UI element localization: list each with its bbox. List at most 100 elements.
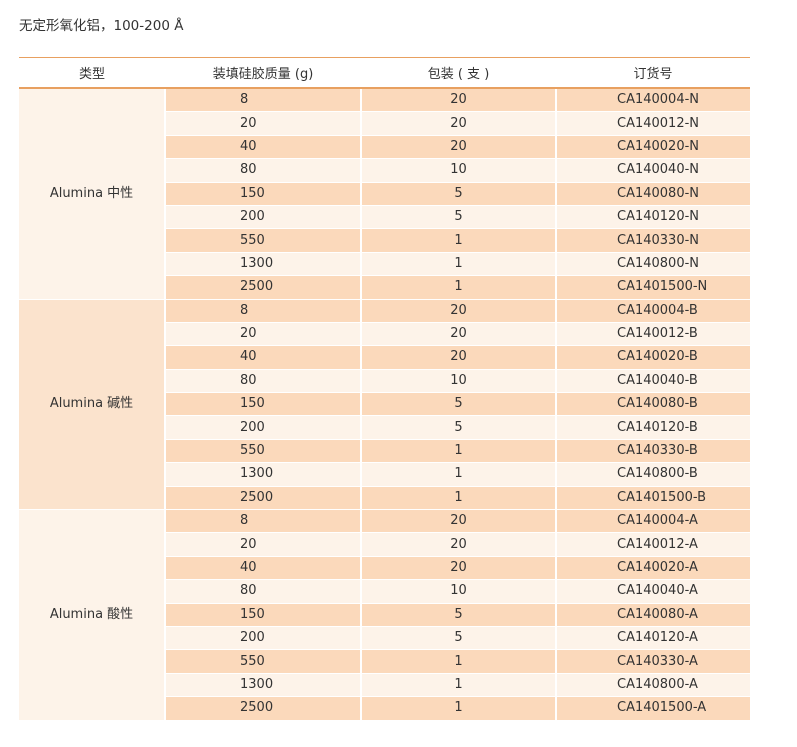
quantity-cell: 150: [164, 392, 361, 417]
pack-cell: 5: [360, 415, 556, 440]
header-quantity: 装填硅胶质量 (g): [165, 57, 361, 89]
pack-cell: 10: [360, 158, 556, 183]
order-number-cell: CA140330-N: [555, 228, 750, 253]
order-number-cell: CA140080-B: [555, 392, 750, 417]
product-table-container: 类型 装填硅胶质量 (g) 包装 ( 支 ) 订货号 Alumina 中性 8 20…: [19, 57, 750, 721]
pack-cell: 20: [360, 556, 556, 581]
type-cell: Alumina 中性: [19, 88, 165, 300]
order-number-cell: CA140004-A: [555, 509, 750, 534]
pack-cell: 20: [360, 345, 556, 370]
pack-cell: 20: [360, 322, 556, 347]
order-number-cell: CA140040-A: [555, 579, 750, 604]
order-number-cell: CA140040-N: [555, 158, 750, 183]
product-table: 类型 装填硅胶质量 (g) 包装 ( 支 ) 订货号 Alumina 中性 8 20…: [19, 57, 750, 721]
quantity-cell: 80: [164, 369, 361, 394]
pack-cell: 5: [360, 626, 556, 651]
order-number-cell: CA1401500-B: [555, 486, 750, 511]
quantity-cell: 1300: [164, 252, 361, 277]
quantity-cell: 150: [164, 182, 361, 206]
order-number-cell: CA140800-N: [555, 252, 750, 277]
quantity-cell: 8: [164, 88, 361, 113]
quantity-cell: 8: [164, 299, 361, 323]
order-number-cell: CA140012-A: [555, 532, 750, 557]
table-row: 20 20 CA140012-N: [19, 111, 750, 136]
quantity-cell: 20: [164, 111, 361, 136]
quantity-cell: 150: [164, 603, 361, 627]
header-type: 类型: [19, 57, 165, 89]
header-row: 类型 装填硅胶质量 (g) 包装 ( 支 ) 订货号: [19, 57, 750, 89]
pack-cell: 1: [360, 439, 556, 464]
pack-cell: 20: [360, 135, 556, 160]
table-row: 80 10 CA140040-A: [19, 579, 750, 604]
quantity-cell: 2500: [164, 275, 361, 300]
quantity-cell: 80: [164, 579, 361, 604]
table-header: 类型 装填硅胶质量 (g) 包装 ( 支 ) 订货号: [19, 57, 750, 89]
table-row: 2500 1 CA1401500-N: [19, 275, 750, 300]
order-number-cell: CA140120-B: [555, 415, 750, 440]
order-number-cell: CA140330-B: [555, 439, 750, 464]
header-pack: 包装 ( 支 ): [361, 57, 556, 89]
table-row: 20 20 CA140012-B: [19, 322, 750, 347]
header-order-number: 订货号: [556, 57, 750, 89]
pack-cell: 5: [360, 603, 556, 627]
table-row: 1300 1 CA140800-N: [19, 252, 750, 277]
pack-cell: 1: [360, 486, 556, 511]
order-number-cell: CA140020-N: [555, 135, 750, 160]
pack-cell: 1: [360, 228, 556, 253]
order-number-cell: CA140800-B: [555, 462, 750, 487]
pack-cell: 1: [360, 252, 556, 277]
quantity-cell: 2500: [164, 696, 361, 721]
order-number-cell: CA1401500-A: [555, 696, 750, 721]
table-row: 550 1 CA140330-N: [19, 228, 750, 253]
order-number-cell: CA140012-N: [555, 111, 750, 136]
pack-cell: 1: [360, 649, 556, 674]
pack-cell: 1: [360, 462, 556, 487]
quantity-cell: 40: [164, 135, 361, 160]
order-number-cell: CA1401500-N: [555, 275, 750, 300]
table-row: 200 5 CA140120-N: [19, 205, 750, 230]
table-row: 200 5 CA140120-B: [19, 415, 750, 440]
pack-cell: 20: [360, 299, 556, 323]
pack-cell: 1: [360, 673, 556, 698]
quantity-cell: 40: [164, 345, 361, 370]
table-row: Alumina 酸性 8 20 CA140004-A: [19, 509, 750, 721]
table-row: 40 20 CA140020-A: [19, 556, 750, 581]
table-row: 200 5 CA140120-A: [19, 626, 750, 651]
quantity-cell: 200: [164, 626, 361, 651]
table-row: 2500 1 CA1401500-B: [19, 486, 750, 511]
order-number-cell: CA140120-N: [555, 205, 750, 230]
order-number-cell: CA140330-A: [555, 649, 750, 674]
order-number-cell: CA140012-B: [555, 322, 750, 347]
type-cell: Alumina 碱性: [19, 299, 165, 511]
table-row: 2500 1 CA1401500-A: [19, 696, 750, 721]
quantity-cell: 200: [164, 415, 361, 440]
order-number-cell: CA140080-N: [555, 182, 750, 206]
table-row: 1300 1 CA140800-B: [19, 462, 750, 487]
pack-cell: 1: [360, 696, 556, 721]
pack-cell: 5: [360, 182, 556, 206]
order-number-cell: CA140040-B: [555, 369, 750, 394]
quantity-cell: 20: [164, 322, 361, 347]
table-row: 1300 1 CA140800-A: [19, 673, 750, 698]
pack-cell: 20: [360, 111, 556, 136]
pack-cell: 10: [360, 579, 556, 604]
table-row: 150 5 CA140080-A: [19, 603, 750, 627]
pack-cell: 20: [360, 532, 556, 557]
quantity-cell: 8: [164, 509, 361, 534]
order-number-cell: CA140004-N: [555, 88, 750, 113]
order-number-cell: CA140120-A: [555, 626, 750, 651]
quantity-cell: 80: [164, 158, 361, 183]
order-number-cell: CA140080-A: [555, 603, 750, 627]
table-row: 80 10 CA140040-N: [19, 158, 750, 183]
quantity-cell: 550: [164, 439, 361, 464]
order-number-cell: CA140020-A: [555, 556, 750, 581]
order-number-cell: CA140020-B: [555, 345, 750, 370]
table-row: 550 1 CA140330-A: [19, 649, 750, 674]
pack-cell: 5: [360, 392, 556, 417]
table-row: 40 20 CA140020-N: [19, 135, 750, 160]
page-title: 无定形氧化铝，100-200 Å: [19, 18, 184, 34]
table-row: 150 5 CA140080-N: [19, 182, 750, 206]
pack-cell: 20: [360, 509, 556, 534]
quantity-cell: 40: [164, 556, 361, 581]
quantity-cell: 1300: [164, 673, 361, 698]
